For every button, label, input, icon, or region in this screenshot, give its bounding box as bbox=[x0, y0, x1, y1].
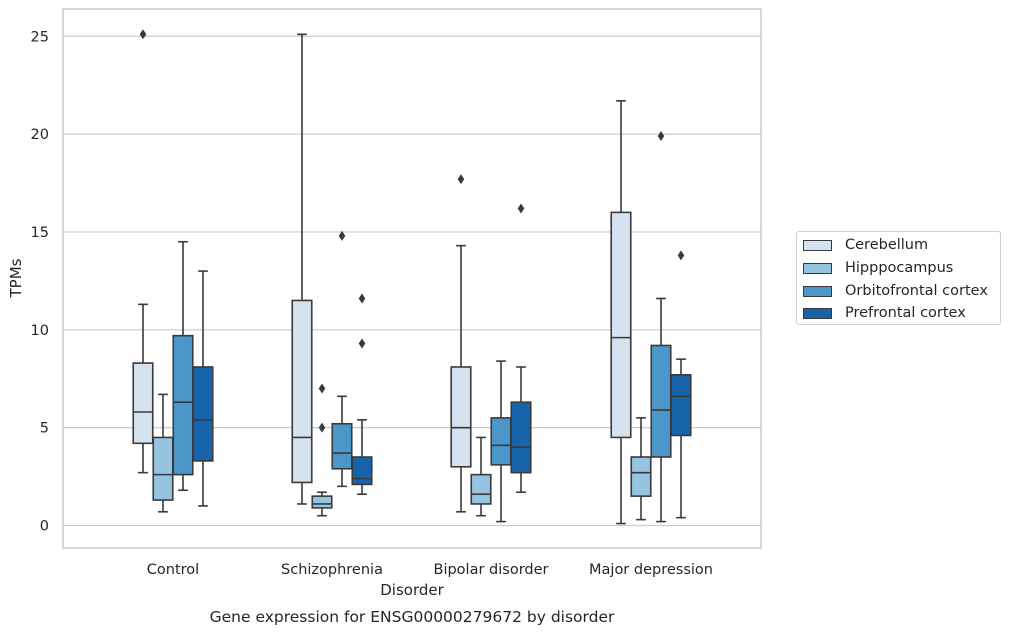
y-tick-label: 0 bbox=[40, 519, 49, 535]
outlier-point bbox=[139, 29, 147, 40]
box-1-3 bbox=[630, 417, 652, 521]
x-tick-label: Major depression bbox=[589, 562, 713, 578]
outlier-point bbox=[677, 250, 685, 261]
box-body bbox=[192, 366, 214, 462]
box-3-2 bbox=[510, 203, 532, 494]
box-body bbox=[331, 422, 353, 470]
legend-item-cerebellum: Cerebellum bbox=[803, 235, 928, 255]
box-2-1 bbox=[331, 230, 353, 488]
legend-label-prefrontal: Prefrontal cortex bbox=[845, 305, 966, 321]
plot-frame bbox=[62, 8, 762, 549]
box-body bbox=[172, 334, 194, 476]
box-body bbox=[650, 344, 672, 458]
box-3-1 bbox=[351, 293, 373, 495]
legend: Cerebellum Hipppocampus Orbitofrontal co… bbox=[796, 231, 1001, 325]
outlier-point bbox=[318, 383, 326, 394]
legend-item-prefrontal: Prefrontal cortex bbox=[803, 303, 966, 323]
outlier-point bbox=[338, 230, 346, 241]
box-2-2 bbox=[490, 360, 512, 523]
box-0-2 bbox=[450, 174, 472, 513]
box-series bbox=[132, 29, 692, 525]
box-body bbox=[510, 401, 532, 474]
x-tick-labels: Control Schizophrenia Bipolar disorder Majo… bbox=[147, 562, 713, 578]
box-body bbox=[490, 417, 512, 466]
box-2-0 bbox=[172, 240, 194, 492]
outlier-point bbox=[318, 422, 326, 433]
legend-swatch-hippocampus bbox=[803, 262, 832, 274]
box-0-1 bbox=[291, 33, 313, 505]
y-tick-label: 15 bbox=[31, 225, 49, 241]
box-0-3 bbox=[610, 100, 632, 525]
legend-swatch-prefrontal bbox=[803, 307, 832, 319]
legend-label-cerebellum: Cerebellum bbox=[845, 237, 929, 253]
box-body bbox=[670, 374, 692, 437]
legend-label-hippocampus: Hipppocampus bbox=[845, 260, 954, 276]
x-tick-label: Schizophrenia bbox=[281, 562, 383, 578]
box-1-1 bbox=[311, 383, 333, 517]
box-3-3 bbox=[670, 250, 692, 519]
x-tick-label: Bipolar disorder bbox=[434, 562, 549, 578]
box-body bbox=[291, 299, 313, 484]
outlier-point bbox=[358, 338, 366, 349]
box-body bbox=[351, 456, 373, 486]
legend-swatch-cerebellum bbox=[803, 239, 832, 251]
box-3-0 bbox=[192, 270, 214, 507]
y-tick-label: 20 bbox=[31, 127, 49, 143]
legend-label-orbitofrontal: Orbitofrontal cortex bbox=[845, 283, 988, 299]
y-axis-label: TPMs bbox=[7, 258, 25, 298]
x-axis-label: Disorder bbox=[380, 581, 444, 599]
y-tick-labels: 0 5 10 15 20 25 bbox=[31, 29, 49, 534]
y-tick-label: 25 bbox=[31, 29, 49, 45]
outlier-point bbox=[657, 131, 665, 142]
box-2-3 bbox=[650, 131, 672, 523]
legend-item-orbitofrontal: Orbitofrontal cortex bbox=[803, 281, 988, 301]
box-body bbox=[470, 473, 492, 505]
outlier-point bbox=[358, 293, 366, 304]
box-body bbox=[311, 495, 333, 509]
legend-swatch-orbitofrontal bbox=[803, 285, 832, 297]
box-body bbox=[610, 211, 632, 439]
outlier-point bbox=[517, 203, 525, 214]
box-1-0 bbox=[152, 393, 174, 513]
box-body bbox=[630, 456, 652, 497]
box-body bbox=[132, 362, 154, 445]
box-1-2 bbox=[470, 436, 492, 517]
outlier-point bbox=[457, 174, 465, 185]
chart-title: Gene expression for ENSG00000279672 by d… bbox=[210, 608, 615, 626]
box-body bbox=[450, 366, 472, 468]
box-0-0 bbox=[132, 29, 154, 474]
legend-item-hippocampus: Hipppocampus bbox=[803, 258, 953, 278]
x-tick-label: Control bbox=[147, 562, 199, 578]
y-tick-label: 5 bbox=[40, 421, 49, 437]
y-tick-label: 10 bbox=[31, 323, 49, 339]
box-body bbox=[152, 436, 174, 501]
